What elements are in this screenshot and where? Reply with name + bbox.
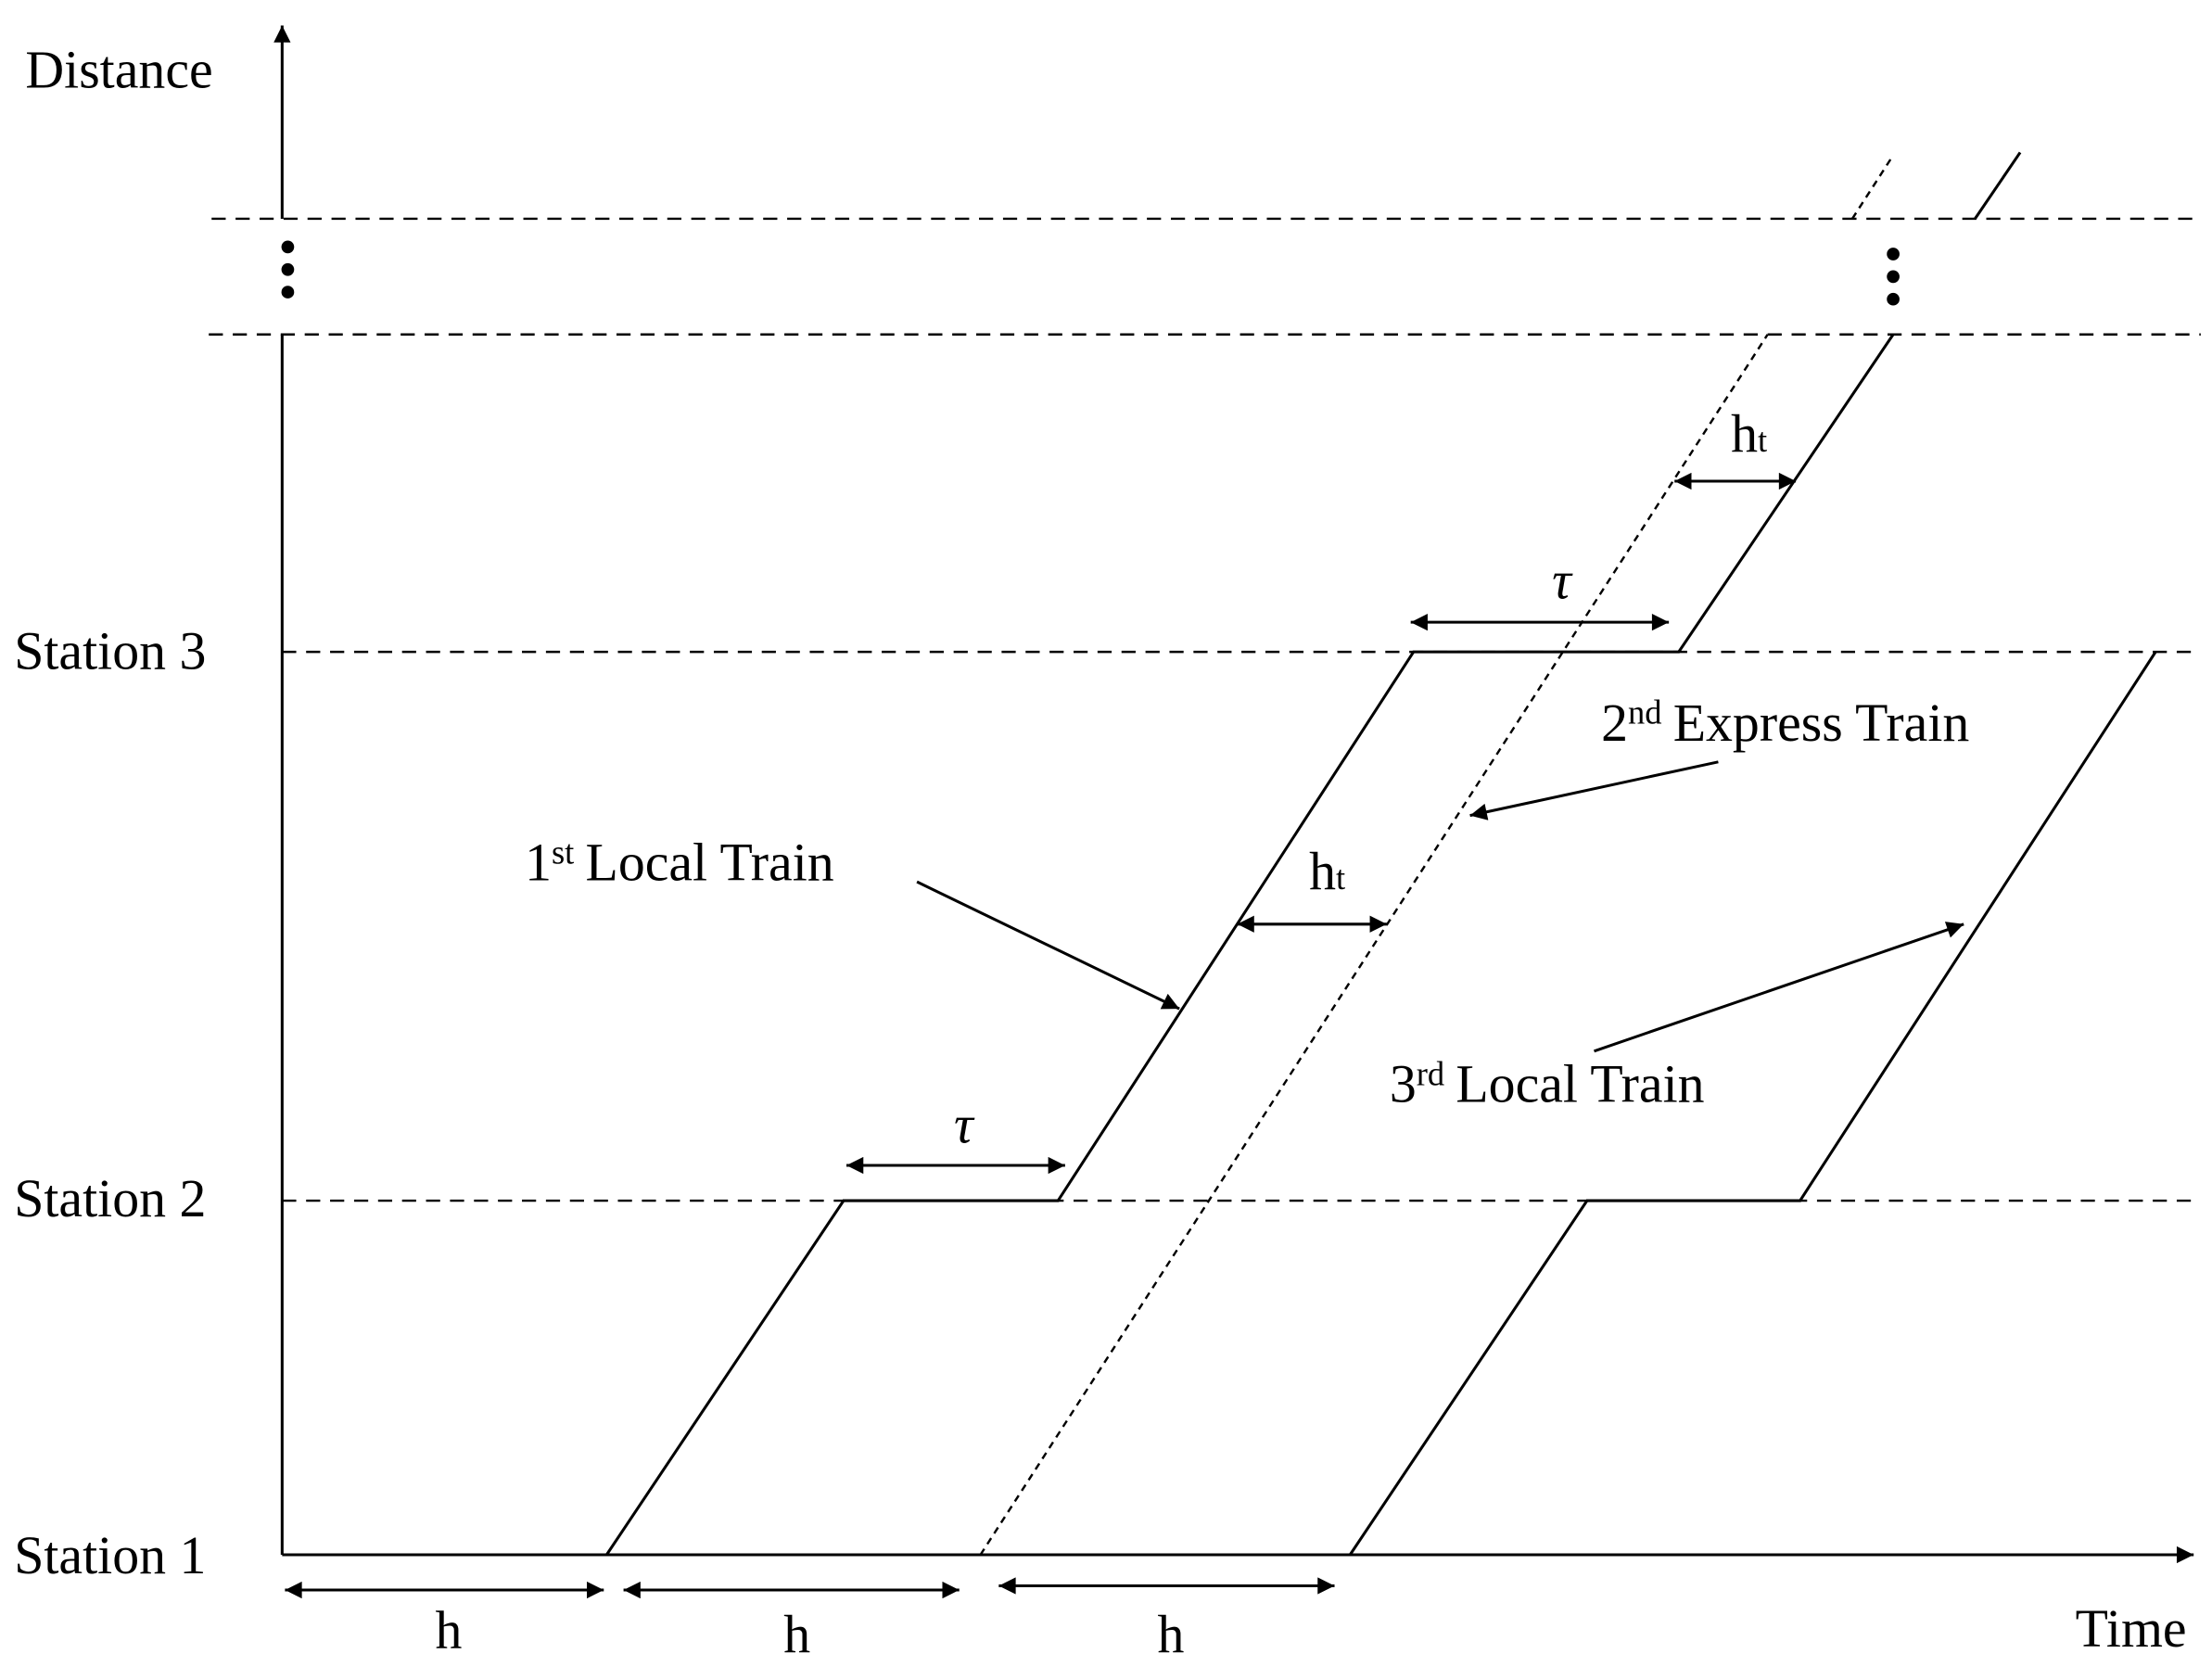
ordinal-suffix: st bbox=[552, 833, 574, 871]
station-label: Station 3 bbox=[14, 620, 206, 681]
label-base: h bbox=[1309, 841, 1336, 901]
x-axis-label: Time bbox=[2076, 1598, 2187, 1659]
train-label: 1st Local Train bbox=[525, 833, 834, 893]
ordinal-suffix: rd bbox=[1417, 1054, 1444, 1092]
axes bbox=[273, 25, 2194, 1564]
label-sub: t bbox=[1336, 859, 1345, 897]
train-name: Express Train bbox=[1673, 693, 1970, 753]
dimension-arrows bbox=[285, 472, 1964, 1599]
transfer-label: ht bbox=[1309, 841, 1345, 901]
train-name: Local Train bbox=[586, 833, 834, 893]
train-label: 3rd Local Train bbox=[1390, 1054, 1705, 1114]
transfer-label: ht bbox=[1731, 403, 1767, 464]
headway-label: h bbox=[783, 1604, 810, 1664]
ordinal: 3 bbox=[1390, 1054, 1417, 1114]
train-name: Local Train bbox=[1456, 1054, 1704, 1114]
station-label: Station 1 bbox=[14, 1525, 206, 1585]
label-sub: t bbox=[1758, 421, 1767, 459]
y-axis-label: Distance bbox=[25, 39, 212, 99]
ordinal: 2 bbox=[1601, 693, 1628, 753]
label-base: h bbox=[1731, 403, 1758, 464]
train-label: 2nd Express Train bbox=[1601, 693, 1969, 753]
dwell-label: τ bbox=[954, 1095, 975, 1155]
headway-label: h bbox=[1158, 1604, 1185, 1664]
headway-label: h bbox=[435, 1599, 462, 1660]
ordinal: 1 bbox=[525, 833, 552, 893]
station-lines bbox=[209, 217, 2201, 1202]
dwell-label: τ bbox=[1552, 550, 1573, 610]
train-paths bbox=[605, 151, 2157, 1556]
ordinal-suffix: nd bbox=[1628, 693, 1662, 731]
station-label: Station 2 bbox=[14, 1168, 206, 1228]
